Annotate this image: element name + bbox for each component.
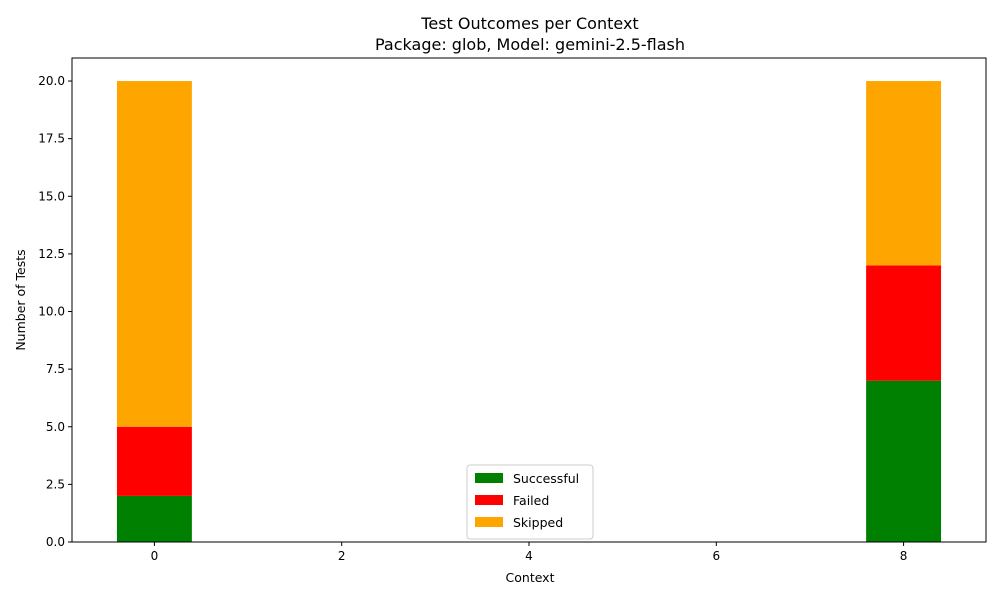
y-tick-label: 0.0 (46, 535, 65, 549)
x-tick-label: 8 (900, 549, 908, 563)
y-tick-label: 17.5 (38, 132, 65, 146)
chart-subtitle: Package: glob, Model: gemini-2.5-flash (375, 35, 685, 54)
y-tick-label: 20.0 (38, 74, 65, 88)
y-tick-label: 5.0 (46, 420, 65, 434)
x-tick-label: 2 (338, 549, 346, 563)
y-axis-label: Number of Tests (13, 249, 28, 350)
bar-failed-context-8 (866, 265, 942, 381)
bar-failed-context-0 (116, 426, 192, 496)
bar-skipped-context-0 (116, 81, 192, 427)
x-axis-label: Context (506, 570, 555, 585)
x-tick-label: 0 (151, 549, 159, 563)
legend-swatch-failed (475, 495, 503, 505)
x-tick-label: 4 (525, 549, 533, 563)
bar-successful-context-0 (116, 495, 192, 542)
legend-swatch-successful (475, 473, 503, 483)
legend-swatch-skipped (475, 517, 503, 527)
y-tick-label: 15.0 (38, 189, 65, 203)
legend-label-failed: Failed (513, 493, 549, 508)
legend: Successful Failed Skipped (466, 464, 594, 540)
y-tick-label: 7.5 (46, 362, 65, 376)
y-tick-label: 10.0 (38, 305, 65, 319)
bar-skipped-context-8 (866, 81, 942, 266)
axes-group: 0 2 4 6 8 0.0 2.5 5.0 7.5 10.0 12.5 15.0 17.5 20.0 (38, 57, 987, 563)
y-tick-label: 12.5 (38, 247, 65, 261)
y-tick-label: 2.5 (46, 477, 65, 491)
legend-label-successful: Successful (513, 471, 579, 486)
legend-label-skipped: Skipped (513, 515, 563, 530)
bars-group (116, 81, 942, 542)
bar-successful-context-8 (866, 380, 942, 542)
chart-title: Test Outcomes per Context (420, 14, 638, 33)
x-tick-label: 6 (712, 549, 720, 563)
